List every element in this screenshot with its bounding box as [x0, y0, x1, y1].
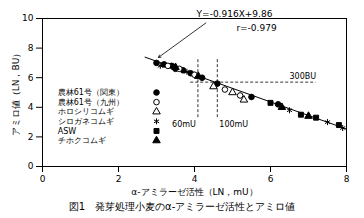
svg-text:100mU: 100mU	[219, 120, 248, 129]
svg-text:シロガネコムギ: シロガネコムギ	[58, 117, 114, 126]
svg-text:4: 4	[28, 102, 34, 112]
svg-text:6: 6	[28, 73, 34, 83]
svg-text:農林61号（九州）: 農林61号（九州）	[58, 98, 124, 107]
svg-text:2: 2	[116, 174, 122, 184]
svg-text:6: 6	[268, 174, 274, 184]
svg-text:8: 8	[28, 43, 34, 53]
svg-text:0: 0	[40, 174, 46, 184]
svg-text:ホロシリコムギ: ホロシリコムギ	[58, 107, 114, 116]
svg-text:300BU: 300BU	[289, 72, 316, 81]
svg-text:ASW: ASW	[58, 127, 77, 136]
html-text:図1 発芽処理小麦のα-アミラーゼ活性とアミロ値: 図1 発芽処理小麦のα-アミラーゼ活性とアミロ値	[68, 201, 296, 212]
svg-text:0: 0	[28, 161, 34, 171]
svg-text:4: 4	[192, 174, 198, 184]
svg-text:8: 8	[344, 174, 350, 184]
svg-text:2: 2	[28, 132, 34, 142]
svg-text:r=-0.979: r=-0.979	[236, 23, 277, 33]
svg-text:チホクコムギ: チホクコムギ	[58, 136, 106, 145]
svg-text:10: 10	[22, 13, 34, 23]
svg-text:α-アミラーゼ活性（LN，mU）: α-アミラーゼ活性（LN，mU）	[131, 187, 257, 197]
svg-text:農林61号（関東）: 農林61号（関東）	[58, 88, 124, 97]
svg-text:Y=-0.916X+9.86: Y=-0.916X+9.86	[196, 9, 273, 19]
svg-text:60mU: 60mU	[172, 120, 196, 129]
svg-text:アミロ値（LN，BU）: アミロ値（LN，BU）	[11, 49, 21, 137]
